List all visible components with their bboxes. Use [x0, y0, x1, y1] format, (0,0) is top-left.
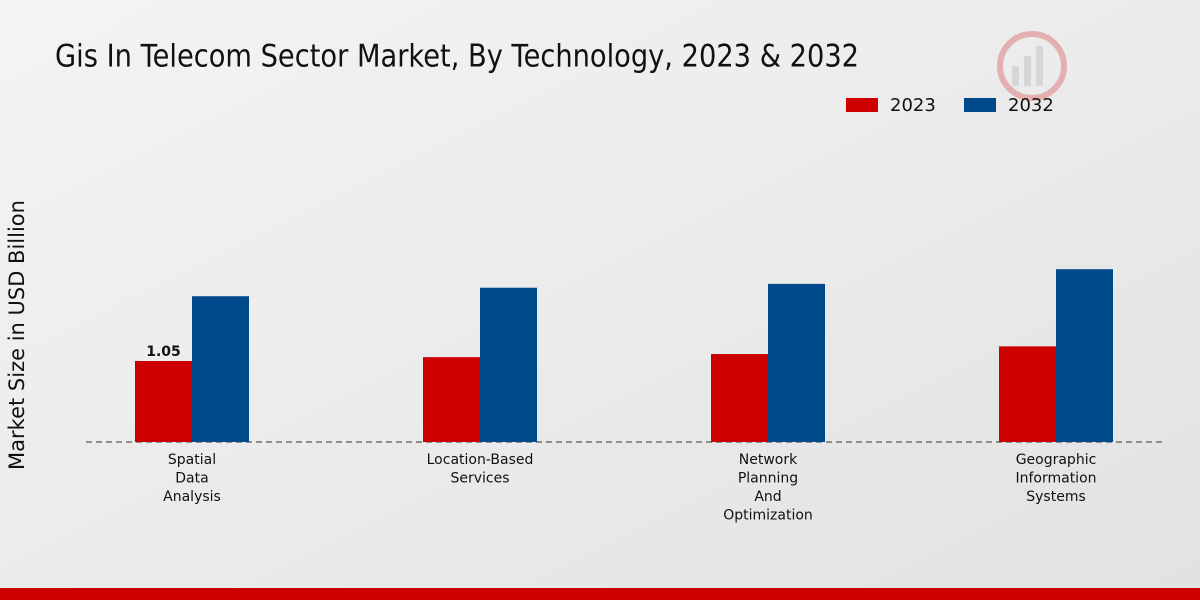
legend-label: 2023: [890, 95, 936, 116]
bar: [423, 357, 480, 442]
bar: [135, 361, 192, 442]
x-tick-label: Location-Based Services: [427, 452, 534, 487]
bar: [711, 354, 768, 442]
legend-label: 2032: [1008, 95, 1054, 116]
bar: [768, 283, 825, 442]
data-label: 1.05: [146, 344, 181, 360]
legend-swatch: [846, 98, 878, 112]
legend-swatch: [964, 98, 996, 112]
bar: [999, 346, 1056, 442]
logo: [997, 31, 1067, 101]
bar: [480, 287, 537, 442]
x-tick-label: Spatial Data Analysis: [163, 452, 221, 505]
footer-bar: [0, 588, 1200, 600]
x-tick-label: Geographic Information Systems: [1015, 452, 1096, 505]
bar: [1056, 269, 1113, 442]
y-axis-label: Market Size in USD Billion: [5, 200, 29, 470]
bar: [192, 296, 249, 442]
x-tick-label: Network Planning And Optimization: [723, 452, 813, 524]
chart-title: Gis In Telecom Sector Market, By Technol…: [55, 38, 859, 74]
